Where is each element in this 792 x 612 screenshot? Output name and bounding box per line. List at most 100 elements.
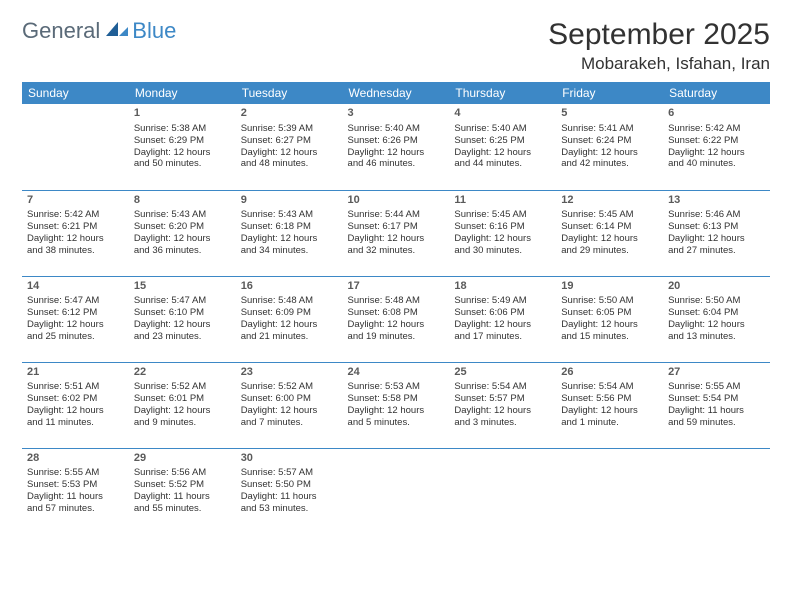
sunrise-text: Sunrise: 5:49 AM (454, 295, 551, 307)
sunrise-text: Sunrise: 5:46 AM (668, 209, 765, 221)
calendar-empty-cell (449, 448, 556, 534)
calendar-day-cell: 20Sunrise: 5:50 AMSunset: 6:04 PMDayligh… (663, 276, 770, 362)
sunrise-text: Sunrise: 5:43 AM (134, 209, 231, 221)
calendar-empty-cell (663, 448, 770, 534)
calendar-day-cell: 9Sunrise: 5:43 AMSunset: 6:18 PMDaylight… (236, 190, 343, 276)
daylight-text: Daylight: 12 hours (668, 319, 765, 331)
daylight-text: Daylight: 12 hours (134, 147, 231, 159)
sunset-text: Sunset: 6:10 PM (134, 307, 231, 319)
day-number: 9 (241, 194, 338, 208)
sunrise-text: Sunrise: 5:55 AM (668, 381, 765, 393)
day-number: 16 (241, 280, 338, 294)
calendar-day-cell: 11Sunrise: 5:45 AMSunset: 6:16 PMDayligh… (449, 190, 556, 276)
daylight-text: Daylight: 12 hours (241, 233, 338, 245)
daylight-text: Daylight: 12 hours (241, 405, 338, 417)
sunrise-text: Sunrise: 5:41 AM (561, 123, 658, 135)
sunset-text: Sunset: 5:56 PM (561, 393, 658, 405)
sunset-text: Sunset: 5:54 PM (668, 393, 765, 405)
daylight-text: and 50 minutes. (134, 158, 231, 170)
daylight-text: and 30 minutes. (454, 245, 551, 257)
day-number: 2 (241, 107, 338, 121)
daylight-text: and 53 minutes. (241, 503, 338, 515)
sunrise-text: Sunrise: 5:48 AM (241, 295, 338, 307)
daylight-text: and 5 minutes. (348, 417, 445, 429)
calendar-day-cell: 19Sunrise: 5:50 AMSunset: 6:05 PMDayligh… (556, 276, 663, 362)
sunrise-text: Sunrise: 5:40 AM (454, 123, 551, 135)
daylight-text: Daylight: 12 hours (454, 405, 551, 417)
day-header: Saturday (663, 82, 770, 104)
calendar-day-cell: 12Sunrise: 5:45 AMSunset: 6:14 PMDayligh… (556, 190, 663, 276)
daylight-text: and 36 minutes. (134, 245, 231, 257)
day-number: 6 (668, 107, 765, 121)
daylight-text: and 17 minutes. (454, 331, 551, 343)
day-number: 24 (348, 366, 445, 380)
sunrise-text: Sunrise: 5:42 AM (27, 209, 124, 221)
daylight-text: Daylight: 12 hours (348, 405, 445, 417)
daylight-text: and 21 minutes. (241, 331, 338, 343)
calendar-day-cell: 15Sunrise: 5:47 AMSunset: 6:10 PMDayligh… (129, 276, 236, 362)
calendar-day-cell: 2Sunrise: 5:39 AMSunset: 6:27 PMDaylight… (236, 104, 343, 190)
sunrise-text: Sunrise: 5:40 AM (348, 123, 445, 135)
day-number: 13 (668, 194, 765, 208)
calendar-day-cell: 7Sunrise: 5:42 AMSunset: 6:21 PMDaylight… (22, 190, 129, 276)
day-number: 7 (27, 194, 124, 208)
sunrise-text: Sunrise: 5:43 AM (241, 209, 338, 221)
sunrise-text: Sunrise: 5:56 AM (134, 467, 231, 479)
sunrise-text: Sunrise: 5:52 AM (241, 381, 338, 393)
logo-text-blue: Blue (132, 18, 176, 44)
sunset-text: Sunset: 6:08 PM (348, 307, 445, 319)
logo-text-general: General (22, 18, 100, 44)
calendar-week: 14Sunrise: 5:47 AMSunset: 6:12 PMDayligh… (22, 276, 770, 362)
calendar-day-cell: 23Sunrise: 5:52 AMSunset: 6:00 PMDayligh… (236, 362, 343, 448)
sunrise-text: Sunrise: 5:54 AM (454, 381, 551, 393)
day-number: 10 (348, 194, 445, 208)
sunset-text: Sunset: 6:18 PM (241, 221, 338, 233)
calendar-day-cell: 17Sunrise: 5:48 AMSunset: 6:08 PMDayligh… (343, 276, 450, 362)
daylight-text: and 57 minutes. (27, 503, 124, 515)
day-number: 4 (454, 107, 551, 121)
daylight-text: Daylight: 12 hours (134, 233, 231, 245)
calendar-day-cell: 30Sunrise: 5:57 AMSunset: 5:50 PMDayligh… (236, 448, 343, 534)
daylight-text: Daylight: 12 hours (561, 405, 658, 417)
calendar-day-cell: 3Sunrise: 5:40 AMSunset: 6:26 PMDaylight… (343, 104, 450, 190)
sunrise-text: Sunrise: 5:57 AM (241, 467, 338, 479)
calendar-day-cell: 16Sunrise: 5:48 AMSunset: 6:09 PMDayligh… (236, 276, 343, 362)
day-number: 25 (454, 366, 551, 380)
day-header: Monday (129, 82, 236, 104)
daylight-text: Daylight: 12 hours (134, 405, 231, 417)
day-number: 5 (561, 107, 658, 121)
daylight-text: and 46 minutes. (348, 158, 445, 170)
calendar-day-cell: 28Sunrise: 5:55 AMSunset: 5:53 PMDayligh… (22, 448, 129, 534)
daylight-text: Daylight: 12 hours (454, 319, 551, 331)
calendar-day-cell: 13Sunrise: 5:46 AMSunset: 6:13 PMDayligh… (663, 190, 770, 276)
sunrise-text: Sunrise: 5:45 AM (454, 209, 551, 221)
sunrise-text: Sunrise: 5:45 AM (561, 209, 658, 221)
sunset-text: Sunset: 6:04 PM (668, 307, 765, 319)
day-number: 28 (27, 452, 124, 466)
daylight-text: Daylight: 12 hours (348, 147, 445, 159)
daylight-text: and 55 minutes. (134, 503, 231, 515)
daylight-text: and 59 minutes. (668, 417, 765, 429)
day-number: 8 (134, 194, 231, 208)
calendar-empty-cell (343, 448, 450, 534)
daylight-text: and 40 minutes. (668, 158, 765, 170)
sunset-text: Sunset: 6:01 PM (134, 393, 231, 405)
daylight-text: Daylight: 12 hours (668, 147, 765, 159)
day-number: 20 (668, 280, 765, 294)
daylight-text: Daylight: 12 hours (27, 319, 124, 331)
day-header: Wednesday (343, 82, 450, 104)
day-number: 18 (454, 280, 551, 294)
sunset-text: Sunset: 6:24 PM (561, 135, 658, 147)
sunrise-text: Sunrise: 5:55 AM (27, 467, 124, 479)
daylight-text: Daylight: 11 hours (668, 405, 765, 417)
calendar-week: 28Sunrise: 5:55 AMSunset: 5:53 PMDayligh… (22, 448, 770, 534)
sunset-text: Sunset: 5:58 PM (348, 393, 445, 405)
calendar-day-cell: 18Sunrise: 5:49 AMSunset: 6:06 PMDayligh… (449, 276, 556, 362)
sunrise-text: Sunrise: 5:51 AM (27, 381, 124, 393)
sunset-text: Sunset: 6:12 PM (27, 307, 124, 319)
calendar-week: 1Sunrise: 5:38 AMSunset: 6:29 PMDaylight… (22, 104, 770, 190)
calendar-table: SundayMondayTuesdayWednesdayThursdayFrid… (22, 82, 770, 534)
sunrise-text: Sunrise: 5:53 AM (348, 381, 445, 393)
calendar-day-cell: 10Sunrise: 5:44 AMSunset: 6:17 PMDayligh… (343, 190, 450, 276)
daylight-text: and 34 minutes. (241, 245, 338, 257)
